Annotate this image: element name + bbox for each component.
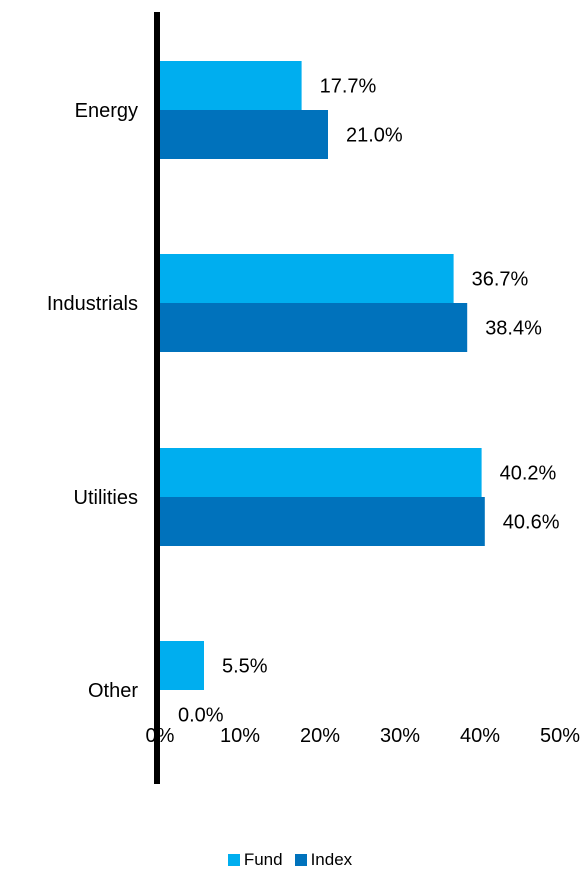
bar-fund-industrials [160,254,454,303]
legend-label-index: Index [311,850,353,870]
legend-swatch-index [295,854,307,866]
category-label-energy: Energy [75,100,138,122]
legend-item-index: Index [295,850,353,870]
x-tick-label-20: 20% [300,725,340,747]
x-tick-label-0: 0% [146,725,175,747]
category-label-utilities: Utilities [74,487,138,509]
data-label-index-utilities: 40.6% [503,512,560,534]
bar-fund-other [160,641,204,690]
legend-swatch-fund [228,854,240,866]
category-label-industrials: Industrials [47,293,138,315]
data-label-fund-other: 5.5% [222,656,268,678]
legend-label-fund: Fund [244,850,283,870]
bar-index-industrials [160,303,467,352]
x-tick-label-40: 40% [460,725,500,747]
bar-index-energy [160,110,328,159]
data-label-fund-energy: 17.7% [320,76,377,98]
x-tick-label-10: 10% [220,725,260,747]
category-label-other: Other [88,680,138,702]
x-tick-label-30: 30% [380,725,420,747]
legend-item-fund: Fund [228,850,283,870]
data-label-fund-industrials: 36.7% [472,269,529,291]
data-label-index-industrials: 38.4% [485,318,542,340]
x-tick-label-50: 50% [540,725,580,747]
data-label-index-other: 0.0% [178,705,224,727]
data-label-index-energy: 21.0% [346,125,403,147]
bar-index-utilities [160,497,485,546]
bar-fund-energy [160,61,302,110]
bar-fund-utilities [160,448,482,497]
legend: Fund Index [0,848,580,872]
data-label-fund-utilities: 40.2% [500,463,557,485]
